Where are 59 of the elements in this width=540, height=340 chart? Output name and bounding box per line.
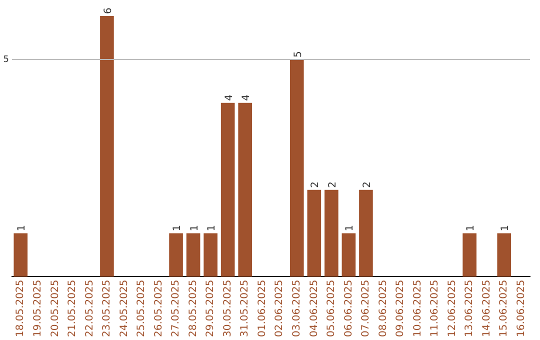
bar [220, 102, 235, 277]
data-label: 1 [466, 224, 477, 232]
bar [169, 233, 183, 277]
x-tick-label: 07.06.2025 [360, 280, 372, 338]
x-tick-label: 01.06.2025 [256, 280, 268, 338]
x-tick-label: 28.05.2025 [188, 280, 199, 338]
x-tick-label: 16.06.2025 [516, 280, 527, 338]
bar [100, 16, 114, 277]
data-label: 2 [327, 181, 338, 188]
x-tick-label: 23.05.2025 [102, 280, 113, 338]
data-label: 6 [102, 8, 114, 14]
x-tick-label: 30.05.2025 [222, 280, 234, 338]
x-tick-label: 15.06.2025 [498, 280, 510, 338]
x-tick-label: 29.05.2025 [205, 280, 216, 338]
x-tick-label: 21.05.2025 [67, 280, 78, 338]
bar [324, 190, 338, 277]
data-label: 4 [224, 94, 235, 101]
x-tick-label: 02.06.2025 [274, 280, 286, 338]
bar [238, 102, 252, 277]
bar [462, 233, 476, 277]
bar [497, 233, 512, 277]
x-tick-label: 31.05.2025 [240, 280, 251, 338]
x-tick-label: 04.06.2025 [308, 280, 320, 338]
x-tick-label: 10.06.2025 [412, 280, 424, 338]
x-tick-label: 09.06.2025 [395, 280, 406, 338]
data-label: 4 [241, 94, 252, 101]
data-label: 2 [362, 181, 373, 188]
x-tick-label: 06.06.2025 [343, 280, 354, 338]
x-tick-label: 19.05.2025 [32, 280, 44, 338]
data-label: 5 [292, 51, 304, 58]
bar [359, 190, 373, 277]
bar [14, 233, 28, 277]
x-tick-label: 27.05.2025 [170, 280, 182, 338]
bar [204, 233, 218, 277]
bar [307, 190, 322, 277]
data-label: 1 [344, 224, 356, 232]
x-tick-label: 08.06.2025 [378, 280, 389, 338]
x-tick-label: 14.06.2025 [481, 280, 492, 338]
x-tick-label: 20.05.2025 [50, 280, 61, 338]
bar [186, 233, 200, 277]
ref-line-label: 5 [3, 54, 9, 65]
x-tick-label: 18.05.2025 [15, 280, 26, 338]
x-tick-label: 24.05.2025 [118, 280, 130, 338]
x-tick-label: 03.06.2025 [291, 280, 302, 338]
x-tick-label: 12.06.2025 [446, 280, 458, 338]
data-label: 2 [310, 181, 322, 188]
data-label: 1 [172, 224, 184, 232]
x-tick-label: 05.06.2025 [326, 280, 338, 338]
x-tick-label: 22.05.2025 [84, 280, 96, 338]
x-tick-label: 13.06.2025 [464, 280, 476, 338]
bar [342, 233, 356, 277]
data-label: 1 [16, 224, 28, 232]
data-label: 1 [500, 224, 512, 232]
x-tick-label: 25.05.2025 [136, 280, 148, 338]
bar [290, 59, 304, 277]
data-label: 1 [189, 224, 200, 232]
x-tick-label: 11.06.2025 [430, 280, 441, 338]
data-label: 1 [206, 224, 218, 232]
x-tick-label: 26.05.2025 [153, 280, 164, 338]
